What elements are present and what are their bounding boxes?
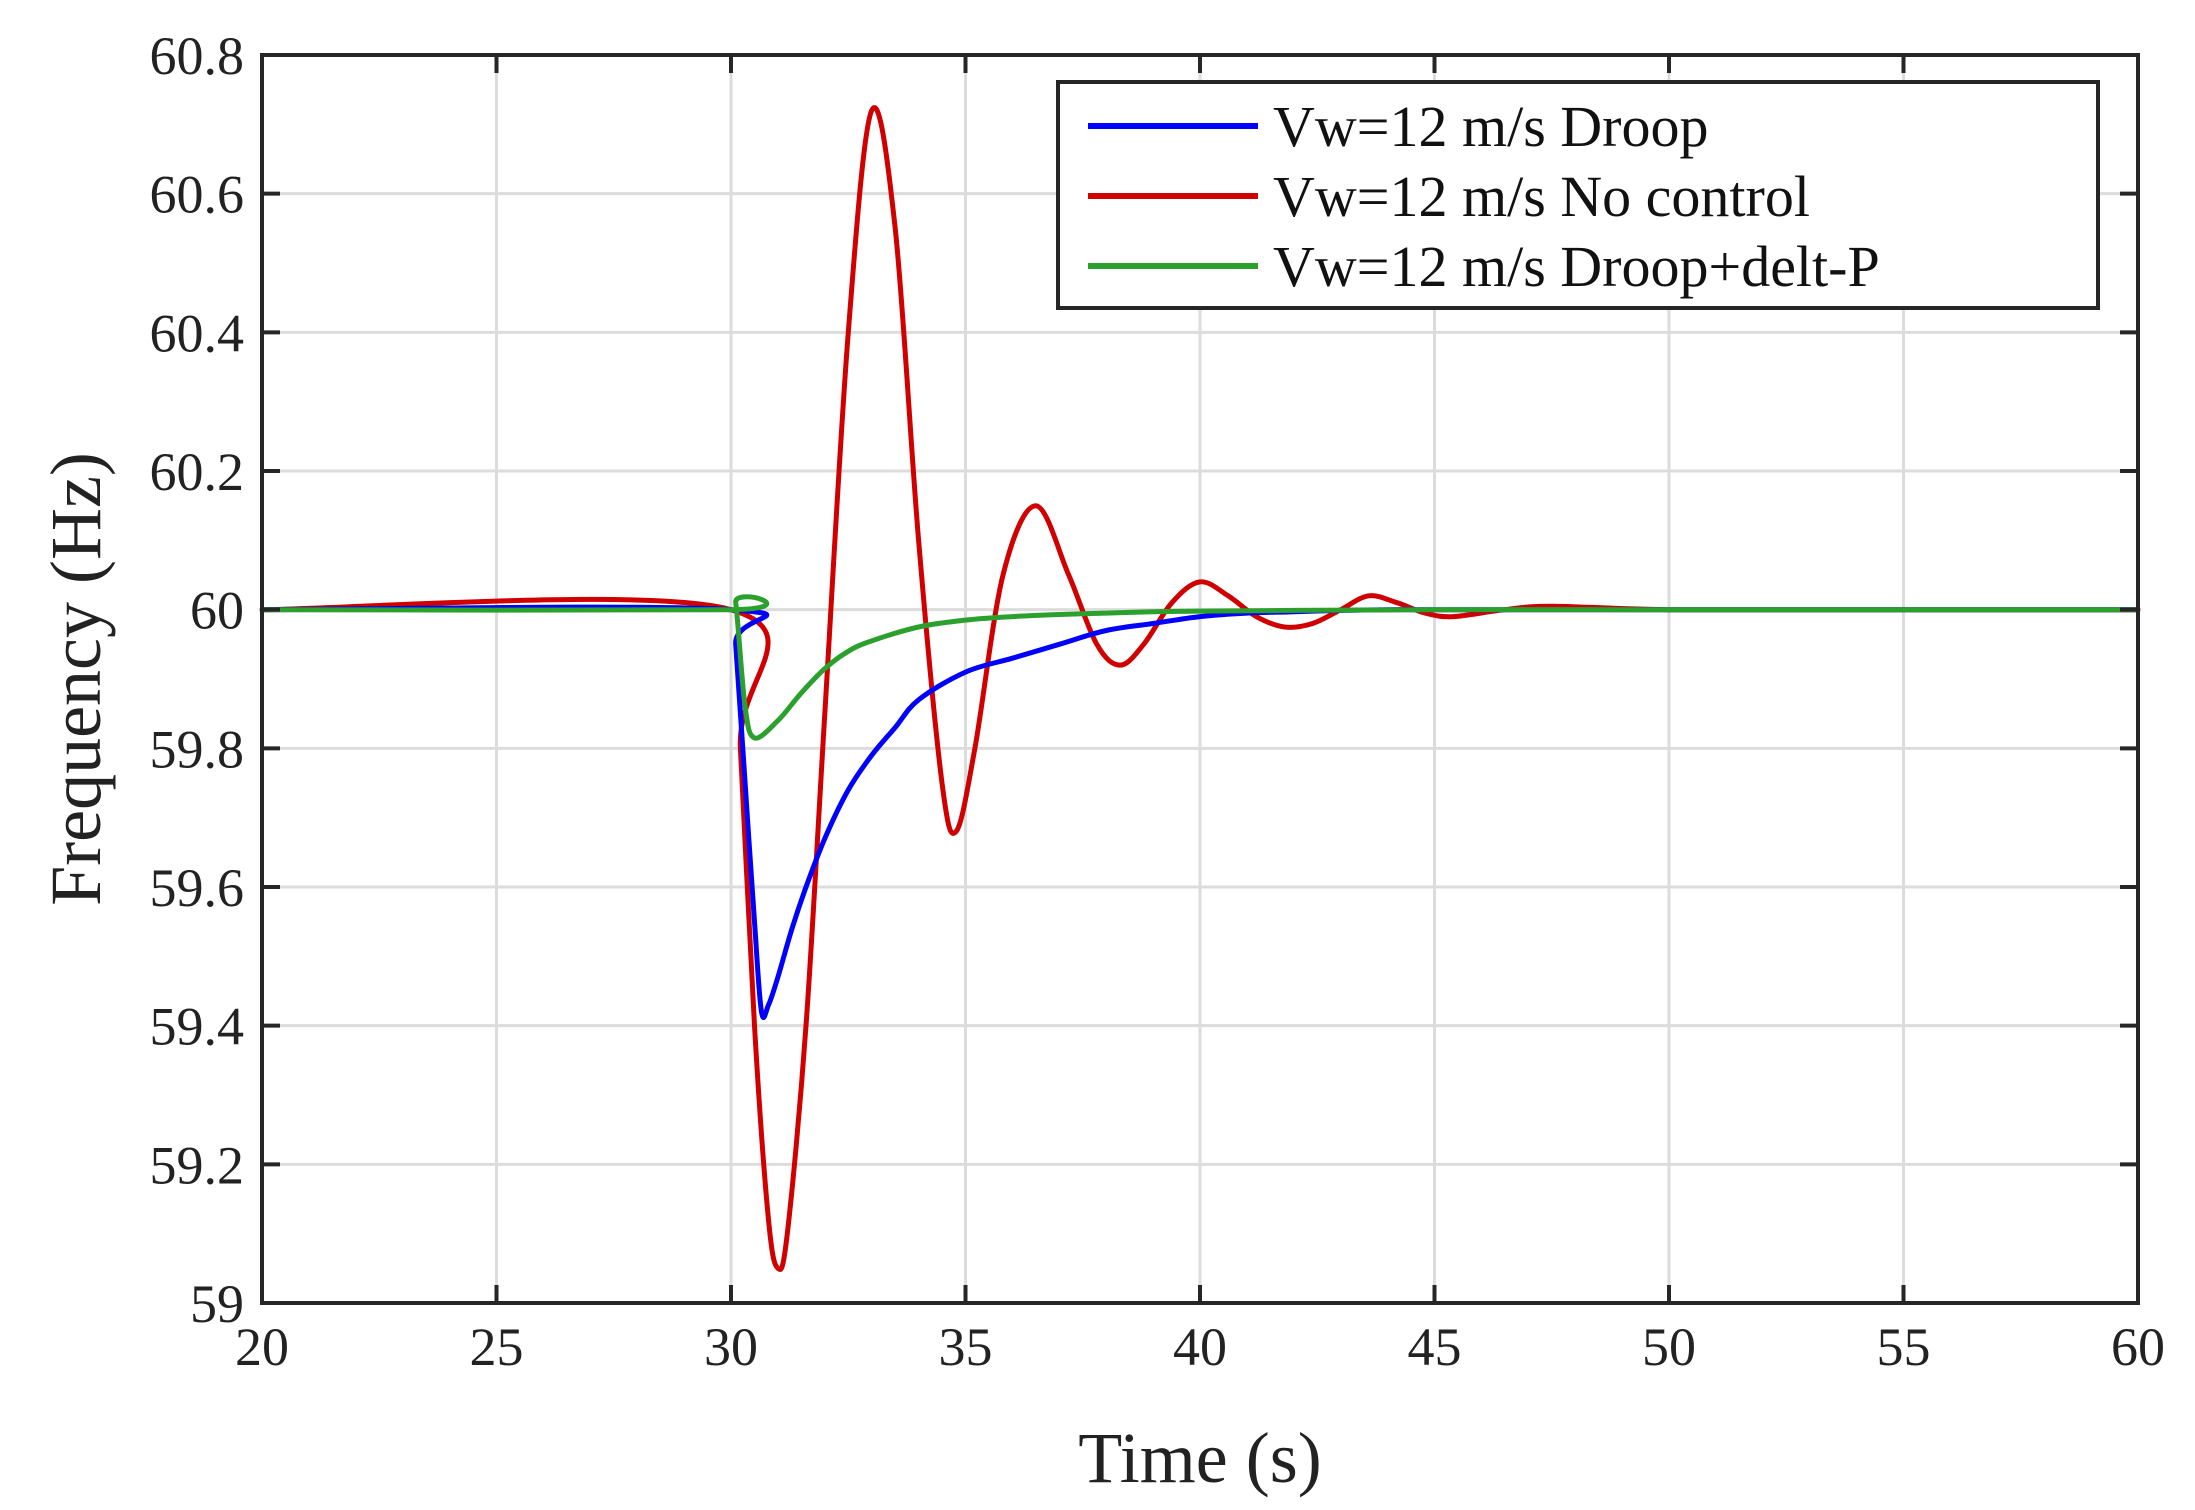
legend-label-droop: Vw=12 m/s Droop [1273,94,1708,159]
y-tick-label: 60.8 [150,26,245,86]
y-tick-label: 59.6 [150,858,245,918]
legend: Vw=12 m/s Droop Vw=12 m/s No control Vw=… [1056,80,2100,310]
y-tick-label: 60.4 [150,303,245,363]
tick-labels: 20 25 30 35 40 45 50 55 60 59 59.2 59.4 59.6 59.8 60 60… [150,26,2166,1377]
x-tick-label: 30 [704,1317,758,1377]
y-tick-label: 59.2 [150,1135,245,1195]
x-tick-label: 35 [939,1317,993,1377]
x-tick-label: 50 [1642,1317,1696,1377]
y-axis-title: Frequency (Hz) [36,452,116,906]
y-tick-label: 60.6 [150,165,245,225]
ticks [260,53,2140,1305]
series-layer [259,105,2141,1273]
series-droop-delt-p-line [259,594,2141,741]
x-axis-title: Time (s) [1078,1418,1321,1498]
y-tick-label: 59.8 [150,719,245,779]
x-tick-label: 20 [235,1317,289,1377]
y-tick-label: 60 [190,581,244,641]
y-tick-label: 59.4 [150,997,245,1057]
x-tick-label: 40 [1173,1317,1227,1377]
x-tick-label: 45 [1408,1317,1462,1377]
x-tick-label: 25 [470,1317,524,1377]
y-tick-label: 59 [190,1274,244,1334]
legend-label-droop-delt-p: Vw=12 m/s Droop+delt-P [1273,234,1880,299]
x-tick-label: 55 [1877,1317,1931,1377]
legend-label-no-control: Vw=12 m/s No control [1273,164,1810,229]
y-tick-label: 60.2 [150,442,245,502]
x-tick-label: 60 [2111,1317,2165,1377]
